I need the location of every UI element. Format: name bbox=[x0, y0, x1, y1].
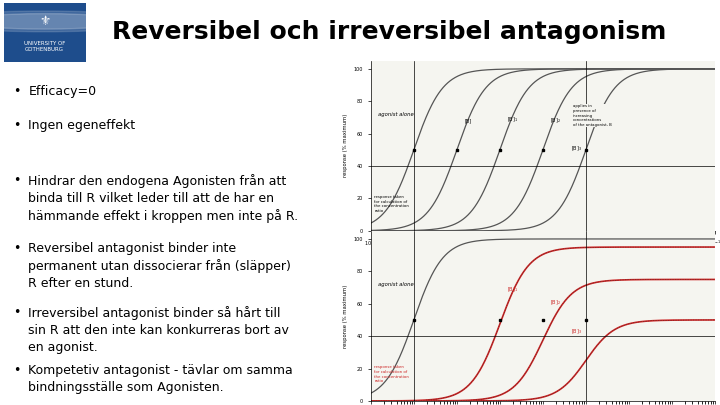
Text: agonist alone: agonist alone bbox=[379, 282, 414, 287]
Text: •: • bbox=[13, 85, 21, 98]
Text: Reversibel och irreversibel antagonism: Reversibel och irreversibel antagonism bbox=[112, 20, 666, 45]
Text: [B]$_1$: [B]$_1$ bbox=[508, 115, 518, 124]
Text: applies in
presence of
increasing
concentrations
of the antagonist, B: applies in presence of increasing concen… bbox=[573, 104, 612, 127]
Text: Ingen egeneffekt: Ingen egeneffekt bbox=[28, 119, 135, 132]
Text: response taken
for calculation of
the concentration
ratio: response taken for calculation of the co… bbox=[374, 365, 409, 383]
Text: response taken
for calculation of
the concentration
ratio: response taken for calculation of the co… bbox=[374, 195, 409, 213]
Y-axis label: response (% maximum): response (% maximum) bbox=[343, 114, 348, 177]
FancyBboxPatch shape bbox=[4, 2, 86, 62]
Text: UNIVERSITY OF
GOTHENBURG: UNIVERSITY OF GOTHENBURG bbox=[24, 41, 66, 52]
Text: Efficacy=0: Efficacy=0 bbox=[28, 85, 96, 98]
Text: ⚜: ⚜ bbox=[39, 15, 50, 28]
Text: [B]: [B] bbox=[464, 118, 472, 123]
Text: [B]$_3$: [B]$_3$ bbox=[571, 144, 582, 153]
Text: [B]$_2$: [B]$_2$ bbox=[551, 116, 562, 125]
X-axis label: [agonist] (M, log scale): [agonist] (M, log scale) bbox=[513, 254, 573, 258]
Text: •: • bbox=[13, 242, 21, 255]
Text: [B]$_3$: [B]$_3$ bbox=[571, 327, 582, 336]
Text: Hindrar den endogena Agonisten från att
binda till R vilket leder till att de ha: Hindrar den endogena Agonisten från att … bbox=[28, 174, 299, 223]
Text: Kompetetiv antagonist - tävlar om samma
bindningsställe som Agonisten.: Kompetetiv antagonist - tävlar om samma … bbox=[28, 364, 293, 394]
Text: [B]$_2$: [B]$_2$ bbox=[551, 298, 562, 307]
Text: •: • bbox=[13, 364, 21, 377]
Circle shape bbox=[0, 14, 131, 29]
Y-axis label: response (% maximum): response (% maximum) bbox=[343, 284, 348, 347]
Text: •: • bbox=[13, 174, 21, 187]
Text: agonist alone: agonist alone bbox=[379, 112, 414, 117]
Text: [B]$_1$: [B]$_1$ bbox=[508, 285, 518, 294]
Text: Reversibel antagonist binder inte
permanent utan dissocierar från (släpper)
R ef: Reversibel antagonist binder inte perman… bbox=[28, 242, 291, 290]
Text: Irreversibel antagonist binder så hårt till
sin R att den inte kan konkurreras b: Irreversibel antagonist binder så hårt t… bbox=[28, 306, 289, 354]
Text: •: • bbox=[13, 306, 21, 319]
Text: •: • bbox=[13, 119, 21, 132]
Circle shape bbox=[0, 11, 160, 32]
